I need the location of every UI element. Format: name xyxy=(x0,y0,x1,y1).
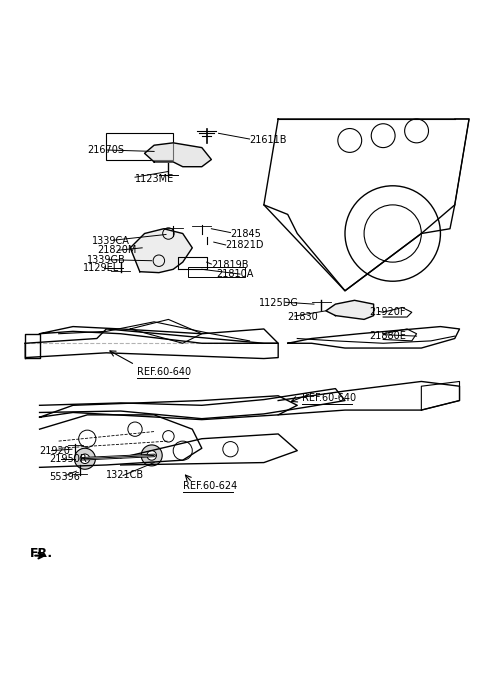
Text: 21920F: 21920F xyxy=(369,307,405,318)
Text: 1125DG: 1125DG xyxy=(259,298,299,308)
Text: 1321CB: 1321CB xyxy=(107,471,144,481)
Polygon shape xyxy=(326,301,373,320)
Circle shape xyxy=(147,451,156,460)
Text: 21830: 21830 xyxy=(288,312,318,322)
Text: 21820M: 21820M xyxy=(97,245,136,255)
Text: REF.60-624: REF.60-624 xyxy=(183,481,237,492)
Polygon shape xyxy=(39,415,202,467)
Polygon shape xyxy=(120,434,297,465)
FancyBboxPatch shape xyxy=(188,267,245,278)
Text: 21821D: 21821D xyxy=(226,240,264,250)
Text: 1129EL: 1129EL xyxy=(83,263,119,273)
Circle shape xyxy=(80,454,90,464)
Text: 21611B: 21611B xyxy=(250,135,287,146)
FancyBboxPatch shape xyxy=(107,133,173,160)
Text: REF.60-640: REF.60-640 xyxy=(137,367,192,377)
Circle shape xyxy=(141,445,162,466)
Text: 21880E: 21880E xyxy=(369,331,406,341)
Text: 21920: 21920 xyxy=(39,445,71,456)
Text: 55396: 55396 xyxy=(49,472,80,482)
Text: 21819B: 21819B xyxy=(211,259,249,269)
Text: 21950R: 21950R xyxy=(49,454,87,464)
Text: 1339CA: 1339CA xyxy=(92,236,130,246)
Text: 1123ME: 1123ME xyxy=(135,173,174,183)
Text: FR.: FR. xyxy=(30,547,53,560)
Polygon shape xyxy=(144,143,211,167)
Text: REF.60-640: REF.60-640 xyxy=(302,393,356,403)
Text: 1339GB: 1339GB xyxy=(87,255,126,265)
Text: 21845: 21845 xyxy=(230,229,261,238)
Text: 21670S: 21670S xyxy=(87,145,124,155)
Polygon shape xyxy=(130,229,192,273)
Circle shape xyxy=(74,448,96,469)
Text: 21810A: 21810A xyxy=(216,269,253,279)
